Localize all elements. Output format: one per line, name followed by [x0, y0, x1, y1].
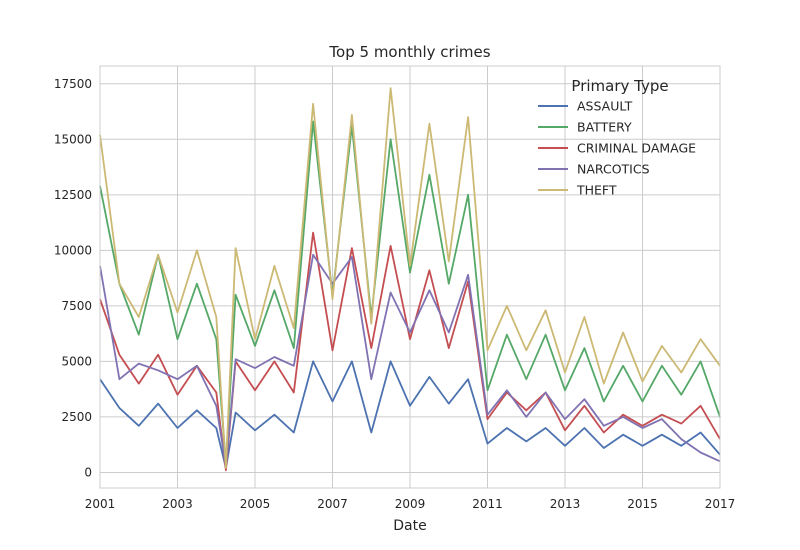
x-tick-label: 2009: [395, 497, 426, 511]
axes: 2001 2003 2005 2007 2009 2011 2013 2015 2017 0 250…: [54, 65, 736, 511]
series-line-narcotics: [99, 253, 721, 467]
chart-title: Top 5 monthly crimes: [328, 43, 490, 61]
series-line-theft: [99, 87, 721, 469]
x-tick-label: 2015: [627, 497, 658, 511]
x-tick-label: 2017: [705, 497, 736, 511]
x-tick-label: 2011: [472, 497, 503, 511]
legend-title: Primary Type: [571, 77, 668, 95]
x-tick-label: 2007: [317, 497, 348, 511]
series-line-assault: [99, 360, 721, 469]
y-tick-label: 2500: [61, 410, 92, 424]
legend: Primary Type ASSAULT BATTERY CRIMINAL DAMA…: [538, 77, 696, 198]
y-tick-label: 10000: [54, 243, 92, 257]
y-tick-label: 5000: [61, 354, 92, 368]
legend-label-narcotics: NARCOTICS: [577, 162, 650, 177]
y-tick-label: 0: [84, 465, 92, 479]
y-tick-label: 15000: [54, 132, 92, 146]
x-tick-label: 2003: [162, 497, 193, 511]
y-tick-label: 17500: [54, 77, 92, 91]
x-tick-label: 2013: [550, 497, 581, 511]
series-line-battery: [99, 120, 721, 465]
legend-label-battery: BATTERY: [577, 120, 632, 135]
y-tick-label: 12500: [54, 188, 92, 202]
legend-label-criminal-damage: CRIMINAL DAMAGE: [577, 141, 696, 156]
x-axis-title: Date: [393, 518, 426, 534]
y-tick-label: 7500: [61, 299, 92, 313]
series-line-criminal-damage: [99, 231, 721, 472]
x-tick-label: 2001: [85, 497, 116, 511]
legend-label-theft: THEFT: [576, 183, 617, 198]
series-lines: [99, 87, 721, 472]
x-tick-label: 2005: [240, 497, 271, 511]
legend-label-assault: ASSAULT: [577, 99, 633, 114]
plot-frame: [99, 65, 721, 489]
